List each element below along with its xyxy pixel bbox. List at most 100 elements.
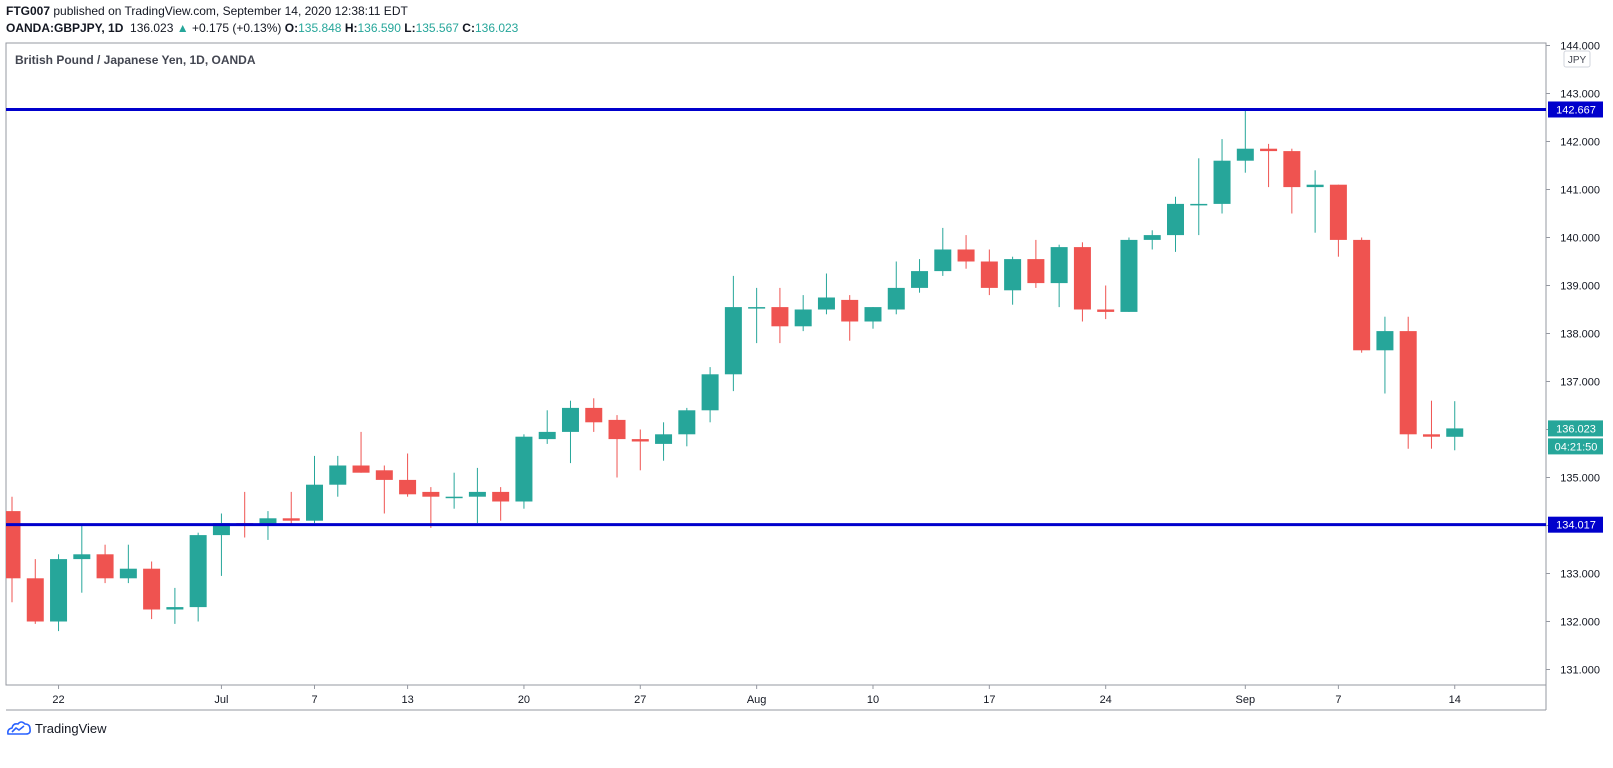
candle-body	[1260, 148, 1278, 152]
candle[interactable]	[1260, 143, 1278, 188]
candle[interactable]	[1050, 244, 1068, 308]
candle[interactable]	[748, 287, 766, 344]
candle[interactable]	[236, 491, 254, 538]
candle[interactable]	[468, 467, 486, 524]
currency-badge[interactable]	[1563, 50, 1591, 68]
candle[interactable]	[1353, 237, 1371, 353]
candle[interactable]	[1376, 316, 1394, 394]
currency-label: JPY	[1568, 55, 1587, 66]
high-value: 136.590	[357, 21, 401, 35]
candle[interactable]	[96, 544, 114, 584]
candle-body	[1167, 203, 1184, 236]
candle[interactable]	[445, 472, 463, 509]
price-axis[interactable]: 131.000132.000133.000134.000135.000136.0…	[1546, 41, 1600, 677]
candle[interactable]	[1329, 184, 1347, 257]
candle[interactable]	[189, 532, 207, 622]
candle[interactable]	[26, 559, 44, 624]
candle[interactable]	[50, 554, 68, 632]
time-tick-label: 20	[518, 694, 530, 706]
candle-body	[561, 407, 579, 432]
candle-body	[468, 491, 486, 497]
candle[interactable]	[1097, 285, 1115, 320]
candle[interactable]	[1190, 158, 1208, 236]
candle-body	[143, 568, 161, 610]
countdown-badge: 04:21:50	[1555, 441, 1598, 453]
candle[interactable]	[306, 455, 324, 524]
candle[interactable]	[399, 453, 417, 497]
candle[interactable]	[119, 544, 137, 584]
candle[interactable]	[957, 235, 975, 269]
candle[interactable]	[1073, 242, 1091, 322]
candle[interactable]	[1120, 237, 1138, 312]
candle[interactable]	[980, 249, 998, 296]
candle[interactable]	[1399, 316, 1417, 449]
candle[interactable]	[701, 367, 719, 423]
candle[interactable]	[1213, 139, 1231, 214]
candle[interactable]	[329, 455, 347, 497]
candle[interactable]	[724, 275, 742, 392]
candle[interactable]	[1027, 239, 1045, 288]
candle[interactable]	[655, 422, 673, 461]
candle[interactable]	[515, 434, 533, 509]
author-name[interactable]: FTG007	[6, 4, 51, 18]
candle[interactable]	[608, 415, 626, 478]
candle-body	[50, 559, 68, 622]
candle[interactable]	[538, 410, 556, 444]
candle[interactable]	[631, 429, 649, 471]
candle[interactable]	[73, 525, 91, 593]
candle[interactable]	[817, 273, 835, 315]
candle[interactable]	[422, 487, 440, 528]
candle-body	[911, 271, 929, 288]
candle[interactable]	[375, 465, 393, 514]
candle-body	[119, 568, 137, 579]
candle[interactable]	[1167, 196, 1184, 252]
candle-body	[701, 374, 719, 411]
candle[interactable]	[6, 496, 21, 603]
price-tick-label: 141.000	[1560, 185, 1600, 197]
candle[interactable]	[585, 398, 603, 432]
candle[interactable]	[841, 295, 859, 341]
candle-body	[6, 511, 21, 579]
candle[interactable]	[143, 561, 161, 620]
candle[interactable]	[352, 431, 370, 473]
candle-body	[1004, 259, 1022, 291]
candle-body	[1073, 247, 1091, 310]
tradingview-logo-icon	[7, 721, 31, 735]
candle[interactable]	[166, 587, 184, 624]
candle[interactable]	[1446, 401, 1464, 451]
plot-frame	[5, 42, 1547, 686]
candle-body	[189, 535, 207, 608]
candle-body	[515, 436, 533, 502]
candle[interactable]	[934, 227, 952, 276]
open-label: O:	[284, 21, 299, 35]
candle[interactable]	[678, 407, 696, 447]
candle-body	[655, 434, 673, 444]
candle[interactable]	[1004, 256, 1022, 305]
time-tick-label: 27	[634, 694, 646, 706]
candle[interactable]	[1422, 400, 1440, 449]
change-value: +0.175 (+0.13%)	[192, 21, 282, 35]
candle[interactable]	[887, 261, 905, 315]
candle[interactable]	[561, 400, 579, 464]
candle[interactable]	[911, 259, 929, 293]
candle[interactable]	[864, 307, 882, 329]
symbol-label[interactable]: OANDA:GBPJPY, 1D	[6, 21, 124, 35]
time-tick-label: 22	[52, 694, 64, 706]
candle[interactable]	[492, 487, 510, 521]
tradingview-footer[interactable]: TradingView	[6, 720, 107, 736]
time-tick-label: Sep	[1236, 694, 1256, 706]
time-tick-label: 7	[311, 694, 317, 706]
candle[interactable]	[771, 287, 789, 344]
candle[interactable]	[212, 513, 230, 576]
candle[interactable]	[1236, 109, 1254, 173]
time-axis[interactable]: 22 Jul 7 13 20 27 Aug 10 17 24 Sep 7 14	[52, 685, 1461, 706]
candle[interactable]	[794, 295, 812, 332]
candle-body	[492, 491, 510, 502]
candle-body	[794, 309, 812, 327]
candle[interactable]	[1306, 170, 1324, 233]
candle[interactable]	[1143, 230, 1161, 250]
candle[interactable]	[282, 491, 300, 526]
published-text: published on TradingView.com, September …	[53, 4, 408, 18]
candle[interactable]	[1283, 148, 1301, 214]
